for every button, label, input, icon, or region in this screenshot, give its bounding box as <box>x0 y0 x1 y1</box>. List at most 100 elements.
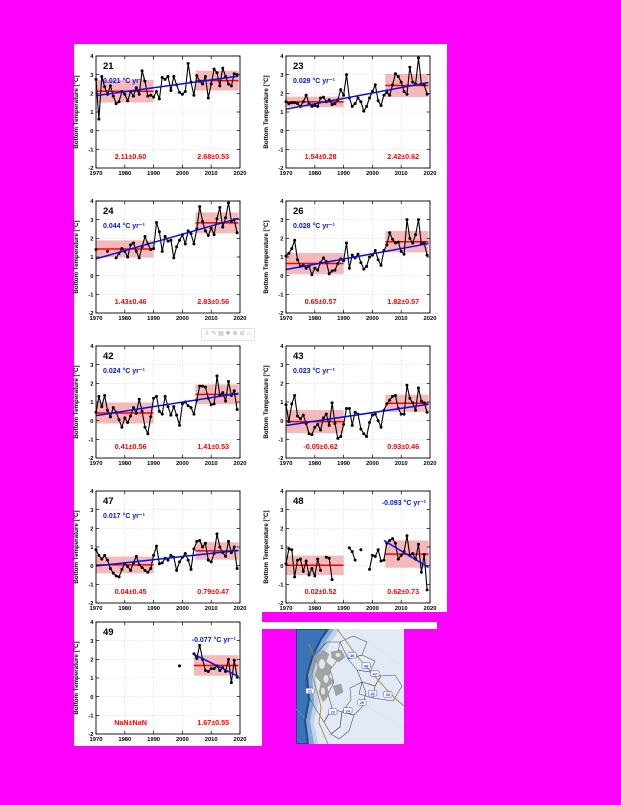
region-number-label: 24 <box>103 206 114 217</box>
y-tick-label: 1 <box>90 255 94 261</box>
series-markers <box>284 534 429 592</box>
grid-lines <box>286 56 430 168</box>
x-tick-label: 2010 <box>395 171 408 177</box>
x-tick-label: 2010 <box>205 316 218 322</box>
y-tick-label: 2 <box>90 382 93 388</box>
subplot-48: 1970 1980 1990 2000 2010 2020 -2 -1 0 1 2 3 4 Bottom … <box>263 489 437 612</box>
y-tick-label: 3 <box>280 363 284 369</box>
early-period-stat: 0.65±0.57 <box>305 297 337 306</box>
y-tick-label: 4 <box>90 620 94 626</box>
subplot-47: 1970 1980 1990 2000 2010 2020 -2 -1 0 1 2 3 4 Bottom … <box>73 489 247 612</box>
x-tick-label: 2000 <box>176 171 189 177</box>
export-icon[interactable]: ⇩ <box>204 331 210 337</box>
x-tick-label: 2020 <box>234 606 247 612</box>
axes-toolbar[interactable]: ⇩ ✎ ▤ ✚ ⊕ ⊖ ⌂ <box>201 328 255 341</box>
region-number-label: 26 <box>293 206 304 217</box>
early-period-stat: 2.11±0.60 <box>115 152 147 161</box>
y-tick-label: 0 <box>280 129 283 135</box>
late-period-stat: 1.82±0.57 <box>387 297 419 306</box>
y-tick-label: -1 <box>278 293 284 299</box>
y-tick-label: 0 <box>280 564 283 570</box>
y-tick-label: -2 <box>88 456 93 462</box>
map-region-label-26: 26 <box>357 699 367 706</box>
x-tick-label: 2020 <box>234 737 247 743</box>
map-label-text: 23 <box>331 709 336 714</box>
tick-marks <box>95 490 241 604</box>
y-tick-label: 3 <box>280 218 284 224</box>
x-tick-label: 1970 <box>280 316 293 322</box>
x-tick-label: 1980 <box>118 171 131 177</box>
x-tick-label: 1970 <box>280 606 293 612</box>
x-tick-label: 2000 <box>366 606 379 612</box>
y-tick-label: 1 <box>90 400 94 406</box>
x-tick-label: 2020 <box>424 606 437 612</box>
trend-line <box>193 653 239 678</box>
y-tick-label: 4 <box>90 489 94 495</box>
grid-lines <box>96 622 240 734</box>
tick-marks <box>95 621 241 735</box>
brush-icon[interactable]: ✎ <box>211 331 217 337</box>
trend-line <box>285 242 429 271</box>
subplot-42: 1970 1980 1990 2000 2010 2020 -2 -1 0 1 2 3 4 Bottom … <box>73 344 246 467</box>
region-number-label: 21 <box>103 61 114 72</box>
y-tick-label: 2 <box>90 527 93 533</box>
map-label-box <box>347 652 357 659</box>
x-tick-label: 1990 <box>337 461 350 467</box>
map-region-label-23: 23 <box>328 708 338 715</box>
restore-view-icon[interactable]: ⌂ <box>247 331 251 337</box>
pan-icon[interactable]: ✚ <box>225 331 231 337</box>
y-axis-label: Bottom Temperature [°C] <box>73 641 80 714</box>
map-inset: 21 23 24 26 42 43 47 48 49 <box>295 628 405 745</box>
early-period-stat: 0.41±0.56 <box>115 442 147 451</box>
map-label-text: 49 <box>350 653 355 658</box>
map-label-box <box>357 699 367 706</box>
zoom-in-icon[interactable]: ⊕ <box>232 331 238 337</box>
y-tick-label: 1 <box>280 255 284 261</box>
y-axis-label: Bottom Temperature [°C] <box>263 75 270 148</box>
y-tick-label: 2 <box>280 382 283 388</box>
y-tick-label: 0 <box>90 129 93 135</box>
trend-rate-label: 0.028 °C yr⁻¹ <box>293 222 336 230</box>
trend-rate-label: 0.017 °C yr⁻¹ <box>103 512 146 520</box>
y-tick-label: 2 <box>280 92 283 98</box>
y-tick-label: 1 <box>280 545 284 551</box>
map-svg: 21 23 24 26 42 43 47 48 49 <box>295 628 405 745</box>
map-region-label-49: 49 <box>347 652 357 659</box>
y-tick-label: 3 <box>90 363 94 369</box>
y-tick-label: 2 <box>280 527 283 533</box>
trend-line <box>95 392 239 417</box>
y-tick-label: 4 <box>280 54 284 60</box>
y-tick-label: -1 <box>278 583 284 589</box>
map-region-label-24: 24 <box>343 707 353 714</box>
y-tick-label: 3 <box>90 218 94 224</box>
x-tick-label: 2000 <box>176 606 189 612</box>
x-tick-label: 1980 <box>118 316 131 322</box>
region-number-label: 23 <box>293 61 304 72</box>
y-axis-label: Bottom Temperature [°C] <box>73 75 80 148</box>
map-label-box <box>361 662 371 669</box>
y-tick-label: 3 <box>90 508 94 514</box>
map-label-box <box>328 708 338 715</box>
zoom-out-icon[interactable]: ⊖ <box>239 331 245 337</box>
x-tick-label: 2010 <box>395 606 408 612</box>
y-tick-label: 4 <box>280 199 284 205</box>
series-markers <box>94 532 239 579</box>
y-axis-label: Bottom Temperature [°C] <box>73 365 80 438</box>
y-tick-label: 3 <box>280 508 284 514</box>
y-axis-label: Bottom Temperature [°C] <box>263 510 270 583</box>
trend-rate-label: 0.021 °C yr⁻¹ <box>103 77 146 85</box>
trend-line <box>383 539 429 568</box>
y-tick-label: 1 <box>90 110 94 116</box>
x-tick-label: 1990 <box>147 171 160 177</box>
early-period-stat: NaN±NaN <box>114 718 147 727</box>
trend-line <box>95 549 239 567</box>
datatips-icon[interactable]: ▤ <box>218 331 224 337</box>
grid-lines <box>96 56 240 168</box>
x-tick-label: 1980 <box>118 737 131 743</box>
tick-marks <box>95 200 241 314</box>
x-tick-label: 2010 <box>395 316 408 322</box>
y-axis-label: Bottom Temperature [°C] <box>73 220 80 293</box>
map-label-text: 24 <box>346 708 351 713</box>
map-label-box <box>343 707 353 714</box>
y-tick-label: 3 <box>280 73 284 79</box>
